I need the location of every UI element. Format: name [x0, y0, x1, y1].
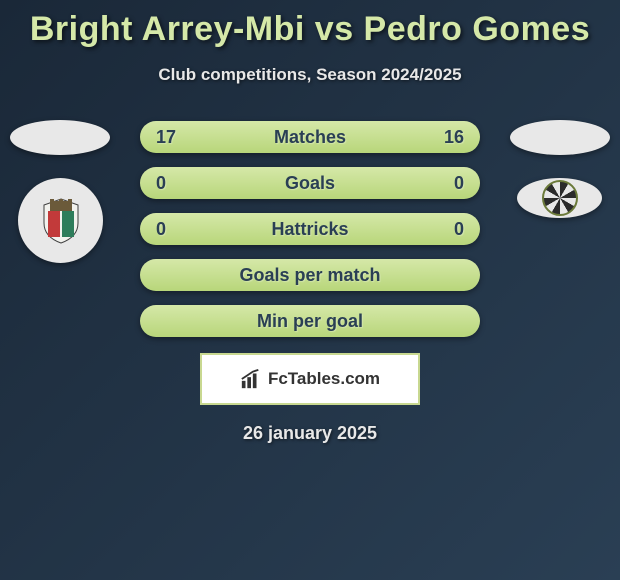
stat-row-hattricks: 0 Hattricks 0	[140, 213, 480, 245]
stat-left-value: 17	[156, 127, 176, 148]
brand-badge: FcTables.com	[200, 353, 420, 405]
stat-label: Goals	[285, 173, 335, 194]
chart-icon	[240, 368, 262, 390]
stat-right-value: 16	[444, 127, 464, 148]
player-avatar-right	[510, 120, 610, 155]
player-avatar-left	[10, 120, 110, 155]
subtitle: Club competitions, Season 2024/2025	[0, 65, 620, 85]
page-title: Bright Arrey-Mbi vs Pedro Gomes	[0, 0, 620, 49]
stat-label: Min per goal	[257, 311, 363, 332]
stat-row-matches: 17 Matches 16	[140, 121, 480, 153]
shield-icon	[40, 197, 82, 245]
stat-left-value: 0	[156, 219, 166, 240]
stat-label: Matches	[274, 127, 346, 148]
date-text: 26 january 2025	[0, 423, 620, 444]
brand-text: FcTables.com	[268, 369, 380, 389]
stat-row-goals-per-match: Goals per match	[140, 259, 480, 291]
checker-icon	[542, 180, 578, 216]
stat-right-value: 0	[454, 219, 464, 240]
stat-label: Hattricks	[271, 219, 348, 240]
stat-left-value: 0	[156, 173, 166, 194]
stat-row-min-per-goal: Min per goal	[140, 305, 480, 337]
club-badge-right	[517, 178, 602, 218]
stat-row-goals: 0 Goals 0	[140, 167, 480, 199]
stat-right-value: 0	[454, 173, 464, 194]
club-badge-left	[18, 178, 103, 263]
stat-label: Goals per match	[239, 265, 380, 286]
